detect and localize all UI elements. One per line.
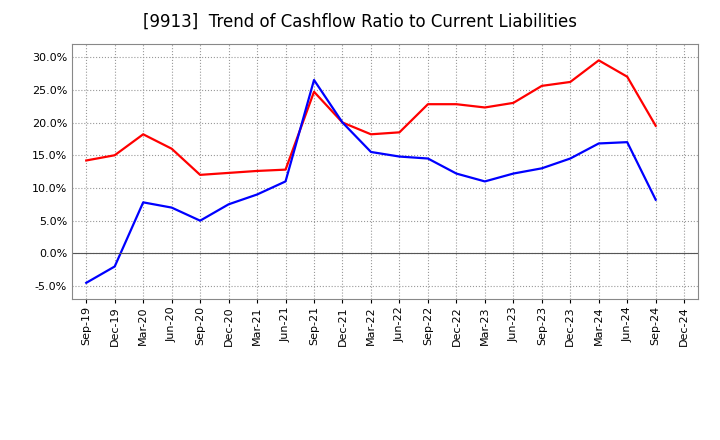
Operating CF to Current Liabilities	[366, 132, 375, 137]
Operating CF to Current Liabilities	[395, 130, 404, 135]
Operating CF to Current Liabilities	[652, 123, 660, 128]
Operating CF to Current Liabilities	[282, 167, 290, 172]
Free CF to Current Liabilities	[338, 120, 347, 125]
Free CF to Current Liabilities	[282, 179, 290, 184]
Free CF to Current Liabilities	[366, 149, 375, 154]
Free CF to Current Liabilities	[623, 139, 631, 145]
Free CF to Current Liabilities	[167, 205, 176, 210]
Operating CF to Current Liabilities	[225, 170, 233, 176]
Free CF to Current Liabilities	[480, 179, 489, 184]
Free CF to Current Liabilities	[225, 202, 233, 207]
Operating CF to Current Liabilities	[537, 83, 546, 88]
Free CF to Current Liabilities	[253, 192, 261, 197]
Line: Operating CF to Current Liabilities: Operating CF to Current Liabilities	[86, 60, 656, 175]
Free CF to Current Liabilities	[310, 77, 318, 83]
Operating CF to Current Liabilities	[82, 158, 91, 163]
Free CF to Current Liabilities	[652, 197, 660, 202]
Free CF to Current Liabilities	[537, 166, 546, 171]
Free CF to Current Liabilities	[595, 141, 603, 146]
Operating CF to Current Liabilities	[338, 120, 347, 125]
Free CF to Current Liabilities	[566, 156, 575, 161]
Free CF to Current Liabilities	[423, 156, 432, 161]
Free CF to Current Liabilities	[196, 218, 204, 224]
Operating CF to Current Liabilities	[196, 172, 204, 177]
Operating CF to Current Liabilities	[480, 105, 489, 110]
Free CF to Current Liabilities	[452, 171, 461, 176]
Free CF to Current Liabilities	[395, 154, 404, 159]
Operating CF to Current Liabilities	[253, 169, 261, 174]
Legend: Operating CF to Current Liabilities, Free CF to Current Liabilities: Operating CF to Current Liabilities, Fre…	[119, 439, 652, 440]
Operating CF to Current Liabilities	[310, 89, 318, 95]
Free CF to Current Liabilities	[139, 200, 148, 205]
Free CF to Current Liabilities	[509, 171, 518, 176]
Free CF to Current Liabilities	[82, 280, 91, 286]
Operating CF to Current Liabilities	[452, 102, 461, 107]
Operating CF to Current Liabilities	[623, 74, 631, 79]
Operating CF to Current Liabilities	[566, 79, 575, 84]
Line: Free CF to Current Liabilities: Free CF to Current Liabilities	[86, 80, 656, 283]
Free CF to Current Liabilities	[110, 264, 119, 269]
Operating CF to Current Liabilities	[167, 146, 176, 151]
Operating CF to Current Liabilities	[509, 100, 518, 106]
Operating CF to Current Liabilities	[110, 153, 119, 158]
Operating CF to Current Liabilities	[595, 58, 603, 63]
Operating CF to Current Liabilities	[139, 132, 148, 137]
Operating CF to Current Liabilities	[423, 102, 432, 107]
Text: [9913]  Trend of Cashflow Ratio to Current Liabilities: [9913] Trend of Cashflow Ratio to Curren…	[143, 13, 577, 31]
